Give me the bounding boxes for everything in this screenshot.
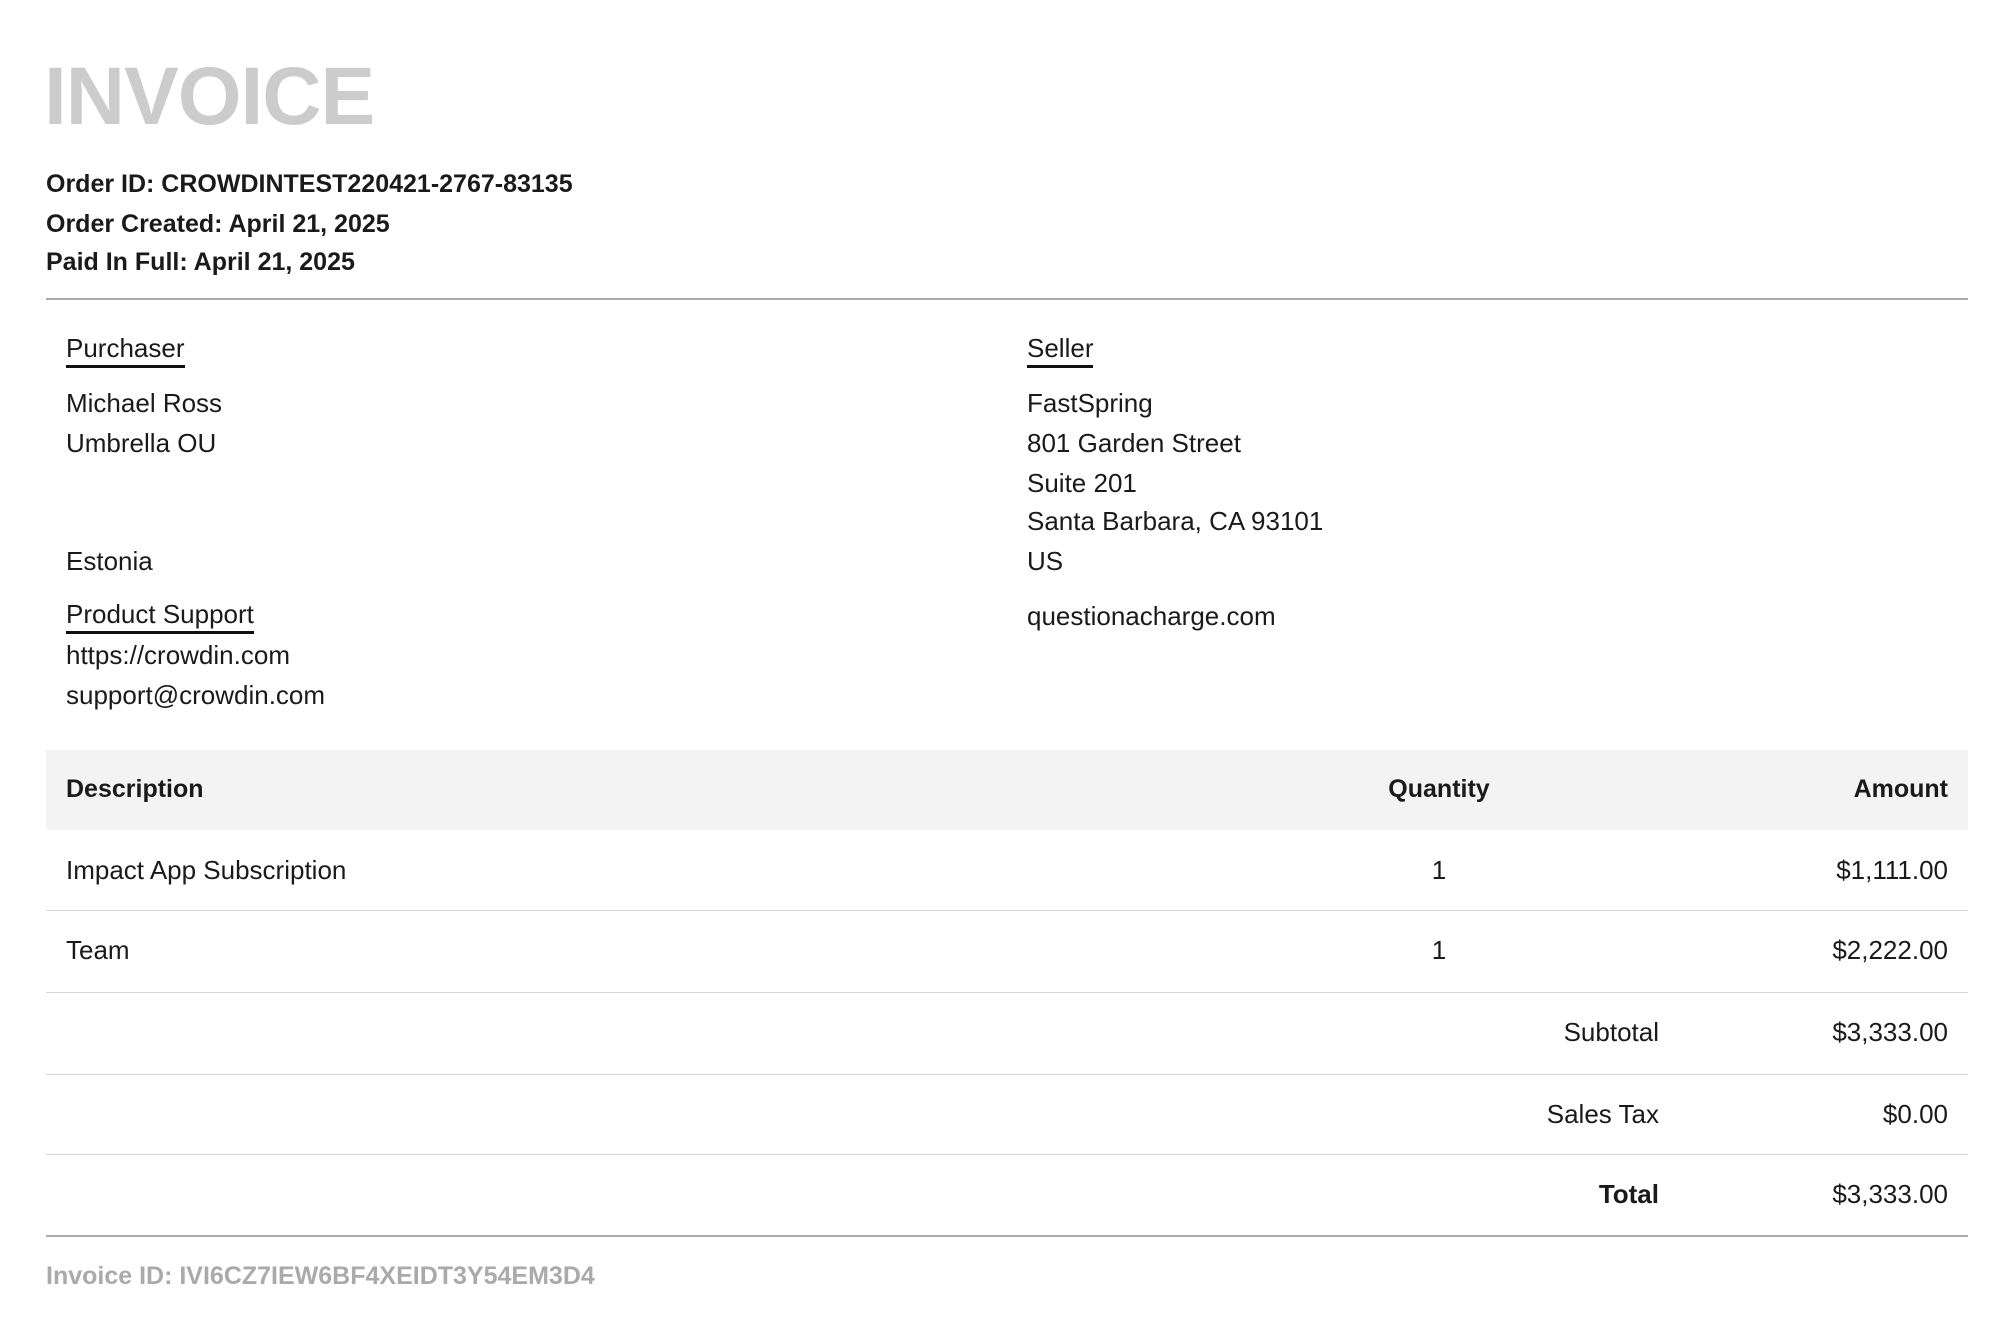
table-header (46, 750, 1968, 830)
seller-website[interactable]: questionacharge.com (1027, 601, 1276, 631)
header-description: Description (66, 775, 204, 803)
header-quantity: Quantity (1388, 775, 1490, 803)
support-email[interactable]: support@crowdin.com (66, 680, 326, 710)
order-created: Order Created: April 21, 2025 (46, 210, 390, 238)
row-description: Impact App Subscription (66, 855, 347, 885)
seller-name: FastSpring (1027, 388, 1153, 418)
row-description: Team (66, 935, 130, 965)
row-divider (46, 1154, 1968, 1155)
invoice-title: INVOICE (44, 51, 375, 142)
subtotal-label: Subtotal (1563, 1017, 1659, 1047)
total-value: $3,333.00 (1832, 1179, 1948, 1209)
row-divider (46, 992, 1968, 993)
subtotal-value: $3,333.00 (1832, 1017, 1948, 1047)
seller-address2: Suite 201 (1027, 468, 1137, 498)
row-amount: $2,222.00 (1832, 935, 1948, 965)
header-divider (46, 298, 1968, 300)
footer-divider (46, 1235, 1968, 1237)
sales-tax-label: Sales Tax (1546, 1099, 1659, 1129)
paid-in-full: Paid In Full: April 21, 2025 (46, 248, 355, 276)
order-id: Order ID: CROWDINTEST220421-2767-83135 (46, 170, 573, 198)
purchaser-country: Estonia (66, 546, 153, 576)
purchaser-name: Michael Ross (66, 388, 223, 418)
row-quantity: 1 (1431, 935, 1447, 965)
sales-tax-value: $0.00 (1882, 1099, 1948, 1129)
total-label: Total (1598, 1179, 1659, 1209)
header-amount: Amount (1853, 775, 1948, 803)
seller-address1: 801 Garden Street (1027, 428, 1241, 458)
row-divider (46, 910, 1968, 911)
row-amount: $1,111.00 (1836, 855, 1948, 885)
purchaser-label: Purchaser (66, 333, 185, 368)
product-support-label: Product Support (66, 599, 254, 634)
row-divider (46, 1074, 1968, 1075)
support-url[interactable]: https://crowdin.com (66, 640, 290, 670)
row-quantity: 1 (1431, 855, 1447, 885)
seller-label: Seller (1027, 333, 1094, 368)
seller-city: Santa Barbara, CA 93101 (1027, 506, 1324, 536)
invoice-id: Invoice ID: IVI6CZ7IEW6BF4XEIDT3Y54EM3D4 (46, 1262, 595, 1290)
seller-country: US (1027, 546, 1064, 576)
purchaser-company: Umbrella OU (66, 428, 217, 458)
